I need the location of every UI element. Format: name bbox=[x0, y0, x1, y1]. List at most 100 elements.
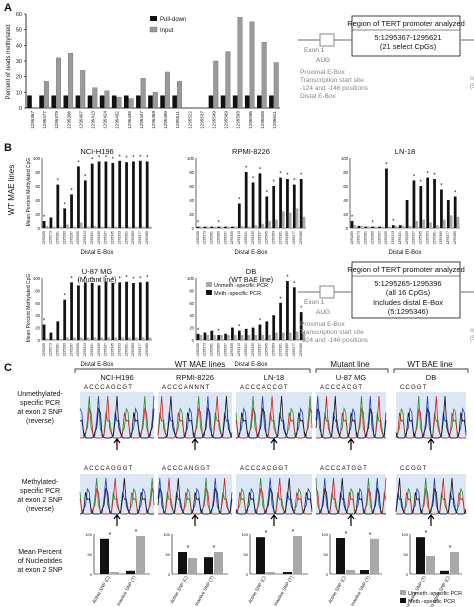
bar-unmeth bbox=[107, 337, 111, 340]
trace-line bbox=[157, 395, 233, 439]
row-label-meth: Methylated- bbox=[22, 479, 59, 486]
sig-star: * bbox=[372, 221, 375, 227]
bar-meth bbox=[453, 196, 457, 228]
sequence-top: ACCCAGCGT bbox=[84, 385, 133, 391]
x-tick-label: 1295273 bbox=[203, 231, 207, 245]
x-tick-label: 1295593 bbox=[236, 111, 241, 129]
bar-input bbox=[128, 98, 134, 109]
bar-meth bbox=[104, 161, 108, 228]
bar-meth bbox=[391, 225, 395, 228]
sig-star: * bbox=[197, 328, 200, 334]
trace-line bbox=[395, 477, 467, 515]
x-tick-label: 1295361 bbox=[278, 343, 282, 357]
x-tick-label: 1295361 bbox=[278, 231, 282, 245]
bar-pulldown bbox=[257, 95, 262, 108]
x-tick-label: 1295297 bbox=[223, 231, 227, 245]
row-label-meth: at exon 2 SNP bbox=[17, 497, 62, 504]
x-tick-label: 1295273 bbox=[357, 231, 361, 245]
bar-unmeth bbox=[45, 338, 49, 340]
bar-meth bbox=[138, 282, 142, 340]
bar-unmeth bbox=[226, 335, 230, 340]
cg-label: cg11625005 bbox=[470, 75, 474, 82]
sig-star: * bbox=[279, 172, 282, 178]
x-tick-label: 1295345 bbox=[419, 231, 423, 245]
x-tick-label: 1295385 bbox=[145, 231, 149, 245]
group-wt-mae: WT MAE lines bbox=[175, 360, 226, 369]
x-tick-label: 1295361 bbox=[124, 343, 128, 357]
snp-arrow bbox=[427, 438, 435, 450]
bar-meth bbox=[83, 180, 87, 228]
y-tick-label: 20 bbox=[35, 326, 40, 331]
chart-title: DB bbox=[246, 267, 256, 276]
y-tick-label: 50 bbox=[244, 552, 249, 557]
aug-label: AUG bbox=[316, 309, 330, 316]
x-tick-label: 1295569 bbox=[224, 111, 229, 129]
bar-meth bbox=[419, 186, 423, 228]
x-tick-label: Inactive SNP (T) bbox=[350, 575, 371, 607]
x-tick-label: 1295273 bbox=[203, 343, 207, 357]
y-tick-label: 40 bbox=[343, 198, 348, 203]
bar-unmeth bbox=[429, 222, 432, 228]
x-tick-label: 1295289 bbox=[216, 343, 220, 357]
cg-coords: (5:1295737) bbox=[470, 335, 474, 342]
bar-meth bbox=[63, 299, 67, 340]
sig-star: * bbox=[259, 319, 262, 325]
x-tick-label: 1295549 bbox=[211, 111, 216, 129]
bar-meth bbox=[299, 179, 303, 228]
bar-unmeth bbox=[240, 335, 244, 340]
x-tick-label: 1295265 bbox=[350, 231, 354, 245]
x-tick-label: 1295377 bbox=[42, 111, 47, 129]
x-tick-label: 1295369 bbox=[285, 343, 289, 357]
bar-input bbox=[116, 96, 122, 109]
snp-arrow bbox=[427, 514, 435, 526]
bar-meth bbox=[251, 182, 255, 228]
sig-star: * bbox=[218, 329, 221, 335]
bar-unmeth bbox=[93, 337, 97, 340]
bar-unmeth bbox=[415, 221, 419, 228]
bar-unmeth bbox=[450, 552, 459, 574]
bar-pulldown bbox=[208, 95, 214, 108]
sig-star: * bbox=[43, 215, 46, 221]
legend-meth-label: Meth.-specific PCR bbox=[408, 599, 455, 605]
bar-meth bbox=[125, 162, 128, 228]
x-axis-label: Distal E-Box bbox=[234, 362, 267, 368]
sig-star: * bbox=[77, 279, 80, 285]
sig-star: * bbox=[440, 184, 443, 190]
row-label-percent: of Nucleotides bbox=[18, 558, 63, 565]
x-tick-label: 1295289 bbox=[216, 231, 220, 245]
sig-star: * bbox=[266, 191, 269, 197]
bar-unmeth bbox=[79, 337, 83, 340]
x-tick-label: 1295511 bbox=[175, 111, 180, 129]
bar-meth bbox=[210, 330, 214, 340]
bar-meth bbox=[272, 186, 276, 228]
bar-meth bbox=[90, 282, 94, 340]
bar-meth bbox=[286, 179, 289, 228]
y-tick-label: 100 bbox=[187, 276, 195, 281]
x-tick-label: 1295413 bbox=[91, 111, 96, 129]
sig-star: * bbox=[146, 276, 149, 282]
chart-subtitle: (WT BAE line) bbox=[229, 277, 273, 284]
bar-meth bbox=[412, 180, 416, 228]
sequence-top: CCGGT bbox=[400, 385, 428, 391]
x-tick-label: 1295265 bbox=[196, 231, 200, 245]
x-tick-label: 1295369 bbox=[131, 231, 135, 245]
x-tick-label: 1295281 bbox=[56, 231, 60, 245]
bar-meth bbox=[279, 177, 282, 228]
proximal-ebox-label: Proximal E-Box bbox=[300, 69, 346, 76]
legend-meth-swatch bbox=[400, 598, 406, 603]
y-tick-label: 0 bbox=[346, 226, 349, 231]
bar-meth bbox=[125, 281, 128, 340]
y-tick-label: 0 bbox=[90, 572, 93, 577]
x-tick-label: 1295337 bbox=[412, 231, 416, 245]
y-tick-label: 60 bbox=[16, 12, 22, 18]
bar-meth bbox=[385, 168, 388, 228]
bar-unmeth bbox=[86, 226, 90, 228]
sig-star: * bbox=[454, 191, 457, 197]
bar-meth bbox=[244, 328, 248, 340]
x-tick-label: 1295377 bbox=[138, 231, 142, 245]
y-tick-label: 80 bbox=[189, 288, 194, 293]
bar-meth bbox=[283, 572, 292, 574]
sig-star: * bbox=[57, 179, 60, 185]
y-tick-label: 60 bbox=[343, 184, 348, 189]
bar-unmeth bbox=[86, 337, 90, 340]
